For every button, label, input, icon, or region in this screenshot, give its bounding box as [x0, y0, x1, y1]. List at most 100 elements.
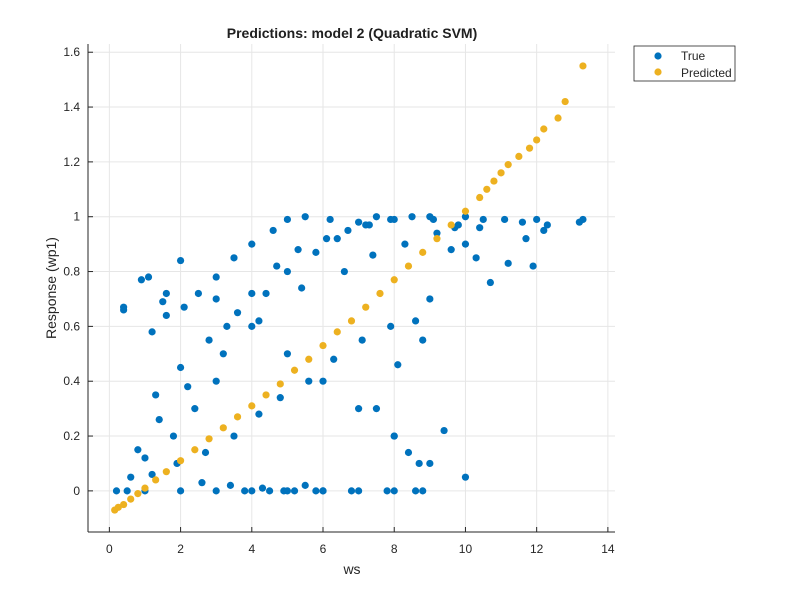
- data-point-true: [479, 215, 487, 224]
- data-point-true: [390, 487, 398, 495]
- legend[interactable]: True Predicted: [633, 45, 736, 82]
- plot-area[interactable]: [88, 44, 615, 532]
- data-point-true: [319, 487, 327, 495]
- data-point-true: [387, 215, 395, 224]
- data-point-true: [358, 336, 366, 344]
- data-point-true: [298, 284, 306, 292]
- data-point-true: [120, 303, 128, 311]
- data-point-predicted: [433, 235, 441, 243]
- y-tick-label: 0.2: [63, 429, 80, 443]
- data-point-predicted: [476, 193, 484, 202]
- data-point-true: [223, 322, 231, 330]
- legend-label-predicted: Predicted: [681, 66, 732, 80]
- data-point-true: [219, 350, 227, 358]
- data-point-predicted: [176, 457, 185, 465]
- data-point-predicted: [319, 341, 327, 350]
- data-point-true: [191, 405, 199, 413]
- data-point-true: [312, 487, 320, 495]
- data-point-predicted: [347, 317, 356, 325]
- y-tick-label: 0.4: [63, 374, 80, 388]
- data-point-true: [312, 248, 320, 256]
- data-point-true: [461, 473, 470, 481]
- legend-marker-true: [654, 52, 662, 60]
- data-point-true: [248, 487, 256, 495]
- x-tick-label: 0: [106, 542, 113, 556]
- data-point-true: [162, 289, 170, 298]
- chart-title: Predictions: model 2 (Quadratic SVM): [227, 25, 478, 41]
- data-point-true: [262, 289, 270, 298]
- x-tick-label: 10: [459, 542, 473, 556]
- data-point-true: [390, 432, 398, 440]
- data-point-true: [404, 448, 413, 457]
- data-point-true: [248, 240, 256, 248]
- data-point-predicted: [525, 144, 534, 152]
- data-point-predicted: [362, 303, 370, 311]
- data-point-true: [162, 311, 170, 320]
- data-point-true: [273, 262, 281, 270]
- data-point-true: [212, 487, 220, 495]
- data-point-true: [283, 215, 292, 224]
- data-point-predicted: [447, 221, 455, 229]
- data-point-predicted: [152, 476, 160, 484]
- data-point-true: [447, 246, 455, 254]
- y-axis-ticks: 0 0.2 0.4 0.6 0.8 1 1.2 1.4 1.6: [63, 45, 93, 498]
- series-predicted: [111, 62, 587, 514]
- data-point-true: [301, 213, 309, 221]
- data-point-true: [355, 487, 363, 495]
- x-axis-ticks: 0 2 4 6 8 10 12 14: [106, 527, 615, 556]
- y-tick-label: 1.4: [63, 100, 80, 114]
- data-point-true: [529, 262, 537, 270]
- data-point-true: [440, 426, 448, 435]
- data-point-predicted: [114, 503, 122, 511]
- data-point-predicted: [419, 248, 427, 256]
- data-point-true: [194, 289, 202, 298]
- data-point-predicted: [483, 185, 491, 193]
- series-true: [112, 213, 587, 495]
- data-point-true: [198, 479, 206, 487]
- data-point-true: [433, 229, 441, 237]
- data-point-true: [301, 481, 309, 489]
- data-point-true: [148, 470, 156, 479]
- data-point-true: [248, 289, 256, 298]
- data-point-true: [383, 487, 391, 495]
- data-point-true: [330, 355, 338, 363]
- data-point-predicted: [533, 136, 541, 144]
- data-point-true: [112, 487, 121, 495]
- data-point-predicted: [276, 380, 284, 388]
- x-tick-label: 4: [248, 542, 255, 556]
- data-point-true: [408, 213, 416, 221]
- data-point-true: [127, 473, 135, 481]
- data-point-predicted: [134, 490, 142, 498]
- data-point-true: [180, 303, 188, 311]
- data-point-predicted: [390, 276, 398, 284]
- data-point-true: [283, 350, 292, 358]
- data-point-predicted: [333, 328, 341, 336]
- data-point-true: [201, 448, 210, 457]
- data-point-true: [283, 487, 292, 495]
- data-point-true: [319, 377, 327, 385]
- data-point-true: [429, 215, 437, 224]
- y-tick-label: 0.6: [63, 319, 80, 333]
- data-point-true: [269, 226, 277, 235]
- data-point-true: [579, 215, 587, 224]
- legend-marker-predicted: [654, 68, 662, 76]
- data-point-true: [152, 391, 160, 399]
- grid-lines: [88, 44, 615, 532]
- data-point-true: [169, 432, 178, 440]
- data-point-predicted: [376, 289, 384, 298]
- data-point-predicted: [248, 402, 256, 410]
- data-point-predicted: [219, 424, 227, 432]
- data-point-true: [266, 487, 274, 495]
- data-point-true: [476, 224, 484, 232]
- data-point-true: [148, 328, 156, 336]
- data-point-true: [294, 246, 302, 254]
- data-point-true: [461, 240, 470, 248]
- data-point-predicted: [233, 413, 242, 421]
- x-axis-label: ws: [342, 561, 360, 577]
- data-point-true: [176, 487, 185, 495]
- data-point-true: [134, 446, 142, 454]
- data-point-true: [233, 309, 242, 317]
- data-point-true: [522, 235, 530, 243]
- data-point-true: [486, 278, 494, 287]
